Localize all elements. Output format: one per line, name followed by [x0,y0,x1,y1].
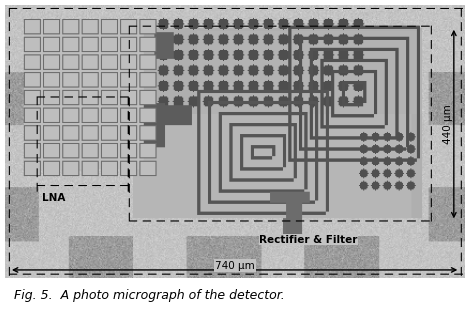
Text: Fig. 5.  A photo micrograph of the detector.: Fig. 5. A photo micrograph of the detect… [14,289,285,301]
Text: 740 μm: 740 μm [215,261,255,271]
Text: Rectifier & Filter: Rectifier & Filter [259,235,357,244]
Text: 440 μm: 440 μm [443,104,453,144]
Text: LNA: LNA [42,192,65,203]
